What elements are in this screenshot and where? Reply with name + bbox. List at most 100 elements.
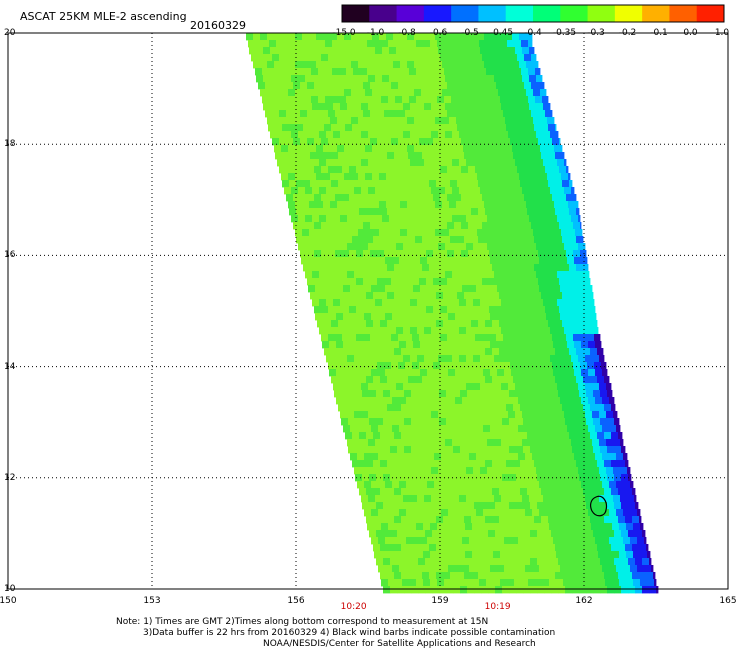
swath-cell bbox=[324, 208, 332, 216]
swath-cell bbox=[487, 271, 495, 279]
swath-cell bbox=[342, 362, 350, 370]
swath-cell bbox=[504, 369, 512, 377]
swath-cell bbox=[403, 75, 411, 83]
swath-cell bbox=[338, 236, 346, 244]
swath-cell bbox=[473, 383, 481, 391]
swath-cell bbox=[486, 40, 494, 48]
swath-cell bbox=[351, 117, 359, 125]
swath-cell bbox=[494, 215, 502, 223]
swath-cell bbox=[335, 82, 343, 90]
swath-cell bbox=[325, 96, 333, 104]
swath-cell bbox=[503, 166, 511, 174]
swath-cell bbox=[481, 586, 489, 594]
swath-cell bbox=[550, 243, 558, 251]
swath-cell bbox=[572, 474, 580, 482]
swath-cell bbox=[607, 474, 615, 482]
swath-cell bbox=[576, 376, 584, 384]
swath-cell bbox=[328, 194, 336, 202]
swath-cell bbox=[548, 348, 556, 356]
swath-cell bbox=[553, 509, 561, 517]
swath-cell bbox=[438, 467, 446, 475]
swath-cell bbox=[555, 264, 563, 272]
swath-cell bbox=[497, 313, 505, 321]
swath-cell bbox=[545, 306, 553, 314]
swath-cell bbox=[635, 558, 643, 566]
swath-cell bbox=[443, 292, 451, 300]
swath-cell bbox=[414, 145, 422, 153]
swath-cell bbox=[555, 404, 563, 412]
swath-cell bbox=[520, 292, 528, 300]
swath-cell bbox=[489, 362, 497, 370]
swath-cell bbox=[513, 292, 521, 300]
swath-cell bbox=[293, 138, 301, 146]
swath-cell bbox=[482, 278, 490, 286]
swath-cell bbox=[532, 509, 540, 517]
swath-cell bbox=[415, 432, 423, 440]
swath-cell bbox=[492, 544, 500, 552]
swath-cell bbox=[528, 579, 536, 587]
swath-cell bbox=[552, 222, 560, 230]
swath-cell bbox=[518, 285, 526, 293]
swath-cell bbox=[400, 89, 408, 97]
swath-cell bbox=[535, 68, 541, 76]
swath-cell bbox=[602, 397, 610, 405]
swath-cell bbox=[377, 362, 385, 370]
swath-cell bbox=[471, 460, 479, 468]
swath-cell bbox=[470, 173, 478, 181]
swath-cell bbox=[469, 565, 477, 573]
swath-cell bbox=[314, 306, 322, 314]
swath-cell bbox=[461, 82, 469, 90]
swath-cell bbox=[417, 103, 425, 111]
swath-cell bbox=[530, 530, 538, 538]
swath-cell bbox=[361, 47, 369, 55]
swath-cell bbox=[572, 530, 580, 538]
swath-cell bbox=[578, 439, 586, 447]
swath-cell bbox=[440, 334, 448, 342]
swath-cell bbox=[560, 509, 568, 517]
swath-cell bbox=[501, 243, 509, 251]
swath-cell bbox=[517, 306, 525, 314]
swath-cell bbox=[647, 579, 655, 587]
swath-cell bbox=[415, 124, 423, 132]
swath-cell bbox=[312, 75, 320, 83]
swath-cell bbox=[500, 68, 508, 76]
swath-cell bbox=[511, 285, 519, 293]
swath-cell bbox=[537, 558, 545, 566]
swath-cell bbox=[466, 243, 474, 251]
swath-cell bbox=[338, 376, 346, 384]
swath-cell bbox=[338, 404, 346, 412]
swath-cell bbox=[424, 439, 432, 447]
swath-cell bbox=[597, 460, 605, 468]
swath-cell bbox=[370, 278, 378, 286]
swath-cell bbox=[409, 523, 417, 531]
swath-cell bbox=[536, 159, 544, 167]
swath-cell bbox=[527, 404, 535, 412]
swath-cell bbox=[284, 103, 292, 111]
swath-cell bbox=[474, 418, 482, 426]
swath-cell bbox=[430, 579, 438, 587]
swath-cell bbox=[351, 229, 359, 237]
swath-cell bbox=[344, 117, 352, 125]
swath-cell bbox=[370, 250, 378, 258]
swath-cell bbox=[361, 355, 369, 363]
swath-cell bbox=[401, 376, 409, 384]
swath-cell bbox=[427, 285, 435, 293]
swath-cell bbox=[424, 243, 432, 251]
swath-cell bbox=[368, 495, 376, 503]
swath-cell bbox=[312, 47, 320, 55]
swath-cell bbox=[338, 124, 346, 132]
swath-cell bbox=[621, 558, 629, 566]
swath-cell bbox=[493, 579, 501, 587]
swath-cell bbox=[512, 173, 520, 181]
swath-cell bbox=[531, 362, 539, 370]
swath-cell bbox=[485, 292, 493, 300]
swath-cell bbox=[503, 278, 511, 286]
swath-cell bbox=[453, 530, 461, 538]
swath-cell bbox=[463, 173, 471, 181]
swath-cell bbox=[255, 68, 263, 76]
swath-cell bbox=[505, 61, 513, 69]
swath-cell bbox=[440, 222, 448, 230]
swath-cell bbox=[473, 327, 481, 335]
swath-cell bbox=[396, 47, 404, 55]
swath-cell bbox=[452, 243, 460, 251]
